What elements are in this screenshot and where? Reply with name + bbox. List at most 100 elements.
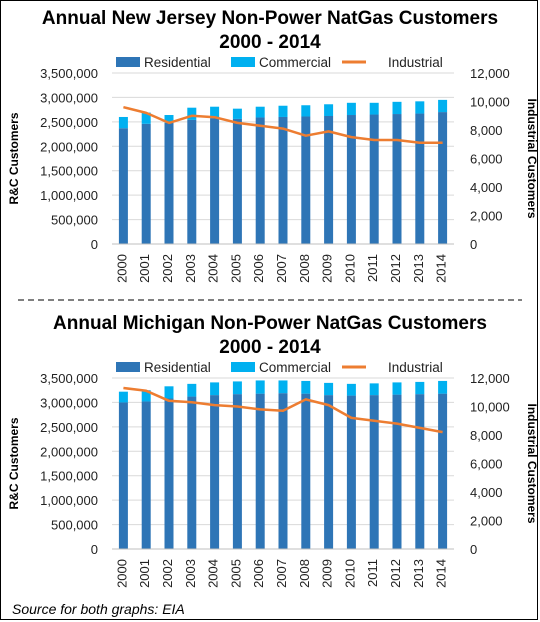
y2-tick-label: 4,000	[470, 180, 503, 195]
bar-commercial	[324, 104, 334, 116]
y-tick-label: 2,000,000	[40, 444, 98, 459]
bar-commercial	[118, 116, 128, 129]
bar-commercial	[392, 382, 402, 395]
y-tick-label: 1,500,000	[40, 164, 98, 179]
y2-tick-label: 0	[470, 237, 477, 252]
legend-swatch-commercial	[231, 57, 255, 67]
x-tick-label: 2002	[160, 254, 175, 283]
chart-subtitle: 2000 - 2014	[219, 32, 321, 53]
bar-residential	[438, 112, 448, 244]
y-tick-label: 3,500,000	[40, 66, 98, 81]
bar-residential	[415, 113, 425, 245]
bar-residential	[164, 122, 174, 244]
bar-commercial	[346, 102, 356, 116]
x-tick-label: 2014	[434, 254, 449, 283]
x-tick-label: 2009	[320, 559, 335, 588]
bar-commercial	[164, 386, 174, 399]
y2-tick-label: 6,000	[470, 152, 503, 167]
y-tick-label: 1,500,000	[40, 469, 98, 484]
chart-title: Annual New Jersey Non-Power NatGas Custo…	[42, 8, 498, 29]
bar-residential	[301, 393, 311, 549]
bar-commercial	[141, 390, 151, 402]
chart-2: Annual Michigan Non-Power NatGas Custome…	[7, 313, 539, 588]
bar-residential	[278, 393, 288, 549]
x-tick-label: 2010	[342, 559, 357, 588]
bar-residential	[438, 393, 448, 549]
y-tick-label: 3,500,000	[40, 371, 98, 386]
chart-subtitle: 2000 - 2014	[219, 337, 321, 358]
line-industrial	[123, 386, 443, 434]
y2-tick-label: 12,000	[470, 371, 510, 386]
y-tick-label: 3,000,000	[40, 395, 98, 410]
bar-commercial	[369, 102, 379, 115]
y2-tick-label: 8,000	[470, 428, 503, 443]
bar-residential	[346, 395, 356, 549]
bar-residential	[301, 116, 311, 244]
bar-commercial	[210, 382, 220, 396]
x-tick-label: 2013	[411, 559, 426, 588]
legend-label-residential: Residential	[144, 360, 211, 375]
bar-residential	[118, 128, 128, 244]
x-tick-label: 2012	[388, 559, 403, 588]
source-note: Source for both graphs: EIA	[12, 601, 185, 617]
y-tick-label: 3,000,000	[40, 90, 98, 105]
y2-tick-label: 0	[470, 542, 477, 557]
bar-commercial	[346, 383, 356, 396]
bar-residential	[415, 394, 425, 549]
x-tick-label: 2003	[183, 254, 198, 283]
bar-commercial	[438, 99, 448, 113]
bar-commercial	[232, 108, 242, 119]
bar-residential	[232, 118, 242, 244]
bar-residential	[210, 118, 220, 244]
y2-tick-label: 10,000	[470, 95, 510, 110]
y-tick-label: 500,000	[51, 518, 98, 533]
bar-residential	[232, 394, 242, 549]
x-tick-label: 2006	[251, 559, 266, 588]
bar-residential	[369, 114, 379, 245]
y2-tick-label: 2,000	[470, 209, 503, 224]
bar-residential	[369, 395, 379, 549]
y2-tick-label: 4,000	[470, 485, 503, 500]
chart-title: Annual Michigan Non-Power NatGas Custome…	[53, 313, 487, 334]
bar-commercial	[255, 106, 265, 118]
x-tick-label: 2000	[114, 559, 129, 588]
legend-swatch-residential	[116, 362, 140, 372]
y2-tick-label: 6,000	[470, 457, 503, 472]
bar-residential	[164, 398, 174, 549]
bar-commercial	[187, 107, 197, 120]
y-tick-label: 500,000	[51, 213, 98, 228]
y2-tick-label: 10,000	[470, 400, 510, 415]
bar-residential	[187, 119, 197, 244]
x-tick-label: 2004	[206, 254, 221, 283]
bar-commercial	[187, 383, 197, 397]
bar-commercial	[301, 380, 311, 394]
bar-residential	[141, 123, 151, 244]
x-tick-label: 2008	[297, 254, 312, 283]
legend-label-commercial: Commercial	[259, 360, 331, 375]
bar-commercial	[141, 112, 151, 124]
legend-label-industrial: Industrial	[388, 55, 443, 70]
bar-commercial	[210, 106, 220, 119]
x-tick-label: 2000	[114, 254, 129, 283]
bar-commercial	[392, 101, 402, 115]
x-tick-label: 2008	[297, 559, 312, 588]
bar-commercial	[324, 382, 334, 396]
bar-commercial	[118, 391, 128, 403]
y2-axis-title: Industrial Customers	[525, 403, 539, 523]
legend-label-commercial: Commercial	[259, 55, 331, 70]
x-tick-label: 2007	[274, 559, 289, 588]
bar-commercial	[369, 383, 379, 396]
x-tick-label: 2013	[411, 254, 426, 283]
bar-residential	[187, 396, 197, 549]
y-tick-label: 0	[91, 542, 98, 557]
bar-commercial	[278, 105, 288, 117]
y2-tick-label: 12,000	[470, 66, 510, 81]
bar-commercial	[415, 381, 425, 395]
x-tick-label: 2010	[342, 254, 357, 283]
bar-commercial	[415, 101, 425, 114]
y2-tick-label: 8,000	[470, 123, 503, 138]
x-tick-label: 2001	[137, 559, 152, 588]
x-tick-label: 2005	[228, 559, 243, 588]
